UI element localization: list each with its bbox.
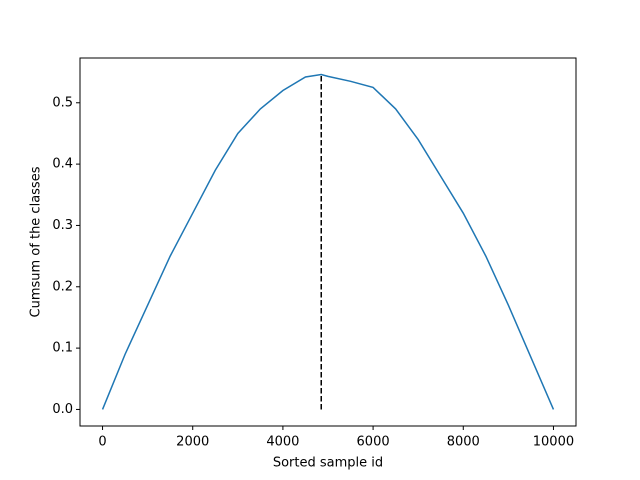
data-line [101, 73, 555, 410]
x-tick-label: 0 [98, 435, 106, 450]
x-axis-label: Sorted sample id [273, 456, 383, 471]
x-tick-label: 10000 [533, 435, 574, 450]
y-tick-label: 0.2 [52, 279, 73, 294]
plot-frame [79, 57, 577, 427]
x-tick-label: 8000 [447, 435, 480, 450]
y-tick-label: 0.1 [52, 341, 73, 356]
y-tick-label: 0.4 [52, 157, 73, 172]
x-tick-label: 4000 [266, 435, 299, 450]
x-tick-label: 6000 [357, 435, 390, 450]
x-tick-label: 2000 [176, 435, 209, 450]
y-tick-label: 0.0 [52, 402, 73, 417]
y-axis-label: Cumsum of the classes [29, 166, 44, 317]
y-tick-label: 0.5 [52, 95, 73, 110]
y-tick-label: 0.3 [52, 218, 73, 233]
